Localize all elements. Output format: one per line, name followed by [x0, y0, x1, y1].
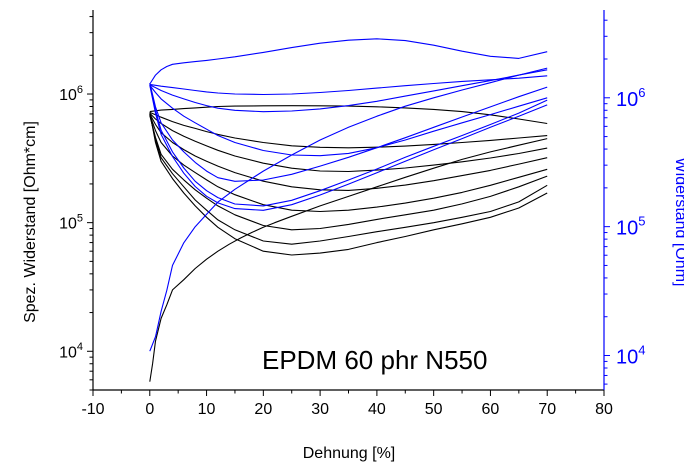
axes: -10 0 10 20 30 40 50 60 70 80 104 105 106 104 105 106: [59, 10, 645, 418]
x-tick-label: 70: [538, 401, 556, 418]
x-tick-label: -10: [81, 401, 104, 418]
right-y-axis-title: Widerstand [Ohm]: [672, 158, 684, 287]
left-series-line-7: [149, 112, 548, 173]
x-tick-label: 0: [145, 401, 154, 418]
left-series-line-2: [149, 112, 548, 256]
x-tick-label: 10: [198, 401, 216, 418]
x-tick-label: 30: [311, 401, 329, 418]
right-y-tick-label: 105: [616, 214, 645, 240]
left-y-tick-label: 106: [59, 84, 83, 104]
left-y-axis-title: Spez. Widerstand [Ohm*cm]: [22, 121, 39, 323]
plot-lines: [149, 38, 548, 382]
x-tick-label: 20: [254, 401, 272, 418]
x-tick-label: 60: [482, 401, 500, 418]
x-tick-label: 50: [425, 401, 443, 418]
x-tick-label: 40: [368, 401, 386, 418]
left-y-tick-label: 105: [59, 212, 83, 232]
left-series-line-6: [149, 113, 548, 191]
right-series-line-8: [149, 38, 548, 85]
left-series-line-4: [149, 115, 548, 231]
right-series-line-7: [149, 75, 548, 96]
right-series-line-2: [149, 82, 548, 182]
right-y-tick-label: 104: [616, 343, 645, 369]
right-series-line-3: [149, 84, 548, 207]
left-series-line-8: [149, 111, 548, 149]
chart-annotation: EPDM 60 phr N550: [262, 345, 487, 375]
right-series-line-5: [149, 84, 548, 157]
x-axis-title: Dehnung [%]: [303, 445, 396, 462]
right-series-line-4: [149, 85, 548, 211]
left-series-line-1: [149, 138, 548, 382]
left-y-tick-label: 104: [59, 341, 83, 361]
x-tick-label: 80: [595, 401, 613, 418]
right-y-tick-label: 106: [616, 85, 645, 111]
right-series-line-6: [149, 69, 548, 113]
left-series-line-3: [149, 113, 548, 245]
right-series-line-1: [149, 67, 548, 352]
